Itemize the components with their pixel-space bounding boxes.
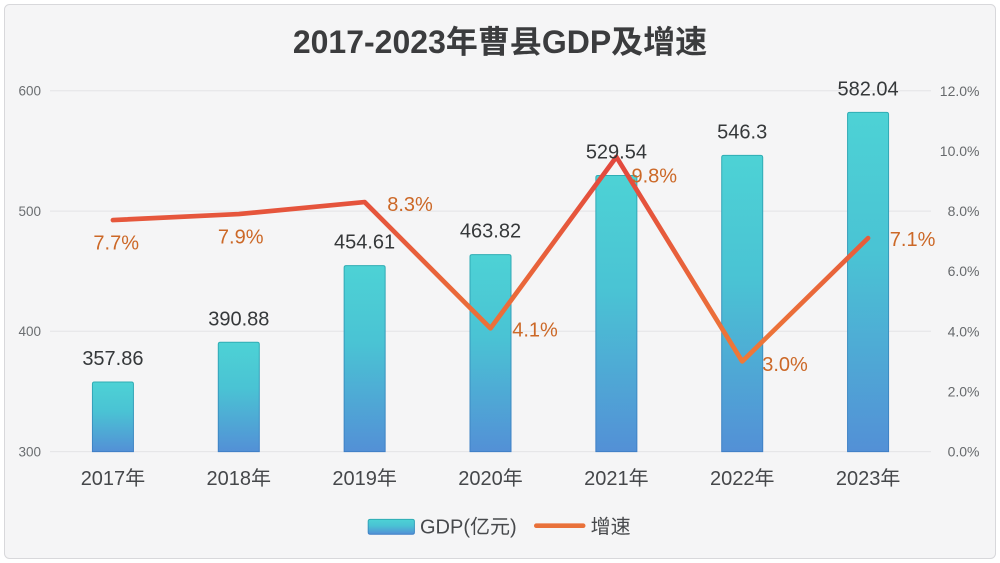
- svg-text:4.0%: 4.0%: [948, 323, 980, 339]
- svg-text:12.0%: 12.0%: [940, 83, 980, 99]
- svg-text:546.3: 546.3: [717, 121, 767, 143]
- svg-text:4.1%: 4.1%: [512, 320, 558, 342]
- svg-text:2017: 2017: [81, 468, 126, 490]
- svg-text:300: 300: [18, 445, 41, 460]
- svg-text:9.8%: 9.8%: [632, 166, 678, 188]
- svg-text:357.86: 357.86: [82, 348, 143, 370]
- svg-text:400: 400: [18, 324, 41, 339]
- svg-text:2020: 2020: [458, 468, 503, 490]
- svg-text:2021: 2021: [584, 468, 629, 490]
- svg-text:7.1%: 7.1%: [890, 229, 936, 251]
- svg-text:GDP(: GDP(: [420, 517, 470, 539]
- svg-text:7.7%: 7.7%: [93, 232, 139, 254]
- svg-text:3.0%: 3.0%: [762, 354, 808, 376]
- svg-text:6.0%: 6.0%: [948, 263, 980, 279]
- svg-text:463.82: 463.82: [460, 221, 521, 243]
- svg-text:0.0%: 0.0%: [948, 444, 980, 460]
- svg-text:529.54: 529.54: [586, 142, 647, 164]
- svg-text:2022: 2022: [710, 468, 755, 490]
- svg-text:390.88: 390.88: [208, 308, 269, 330]
- svg-text:): ): [510, 517, 517, 539]
- svg-text:500: 500: [18, 204, 41, 219]
- svg-text:2023: 2023: [836, 468, 881, 490]
- svg-text:7.9%: 7.9%: [218, 227, 264, 249]
- svg-text:2019: 2019: [332, 468, 377, 490]
- svg-text:454.61: 454.61: [334, 232, 395, 254]
- svg-text:GDP: GDP: [542, 24, 611, 60]
- svg-text:582.04: 582.04: [838, 78, 899, 100]
- svg-text:2.0%: 2.0%: [948, 384, 980, 400]
- svg-text:8.0%: 8.0%: [948, 203, 980, 219]
- svg-text:8.3%: 8.3%: [387, 194, 433, 216]
- svg-text:600: 600: [18, 84, 41, 99]
- svg-text:2018: 2018: [207, 468, 252, 490]
- svg-text:10.0%: 10.0%: [940, 143, 980, 159]
- svg-text:2017-2023: 2017-2023: [293, 24, 446, 60]
